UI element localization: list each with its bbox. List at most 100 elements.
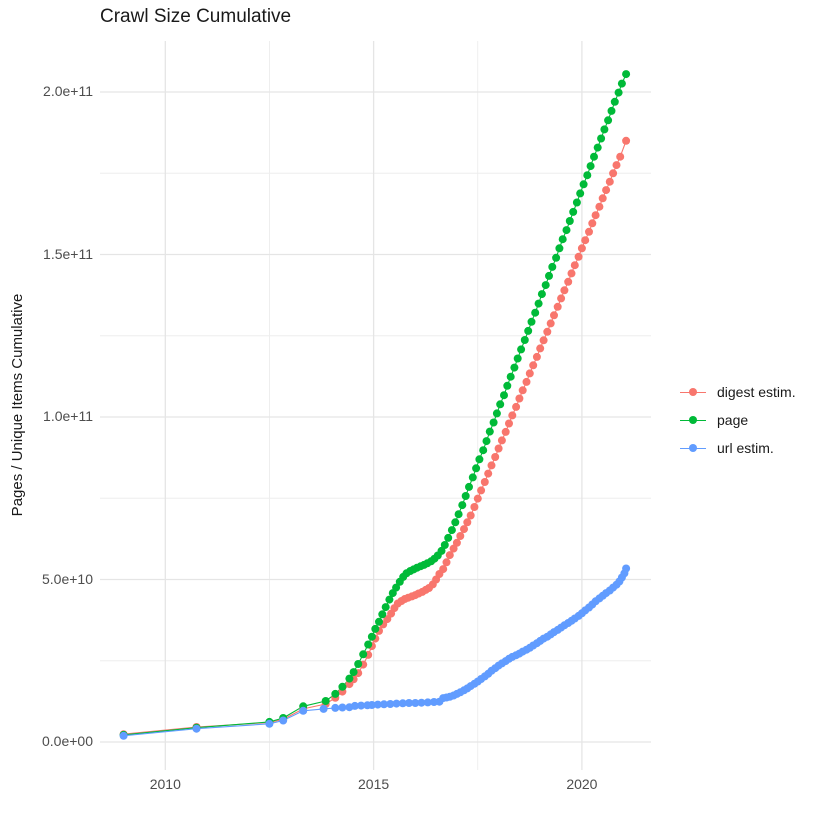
data-point-digest-estim bbox=[480, 478, 489, 486]
data-point-digest-estim bbox=[456, 532, 465, 540]
data-point-url-estim bbox=[265, 719, 274, 728]
legend-key-icon bbox=[680, 387, 706, 397]
data-point-digest-estim bbox=[602, 186, 611, 195]
data-point-url-estim bbox=[319, 704, 328, 713]
data-point-page bbox=[378, 610, 387, 619]
data-point-page bbox=[371, 624, 380, 633]
legend-key-dot bbox=[689, 388, 697, 396]
data-point-digest-estim bbox=[508, 411, 517, 420]
data-point-digest-estim bbox=[463, 518, 472, 527]
legend-key-dot bbox=[689, 444, 697, 452]
legend-label: page bbox=[717, 412, 749, 428]
data-point-digest-estim bbox=[466, 511, 475, 520]
data-point-digest-estim bbox=[532, 352, 541, 361]
data-point-page bbox=[583, 171, 592, 180]
data-point-page bbox=[622, 70, 631, 79]
data-point-page bbox=[572, 198, 581, 207]
data-point-digest-estim bbox=[550, 311, 558, 320]
data-point-url-estim bbox=[411, 699, 420, 707]
data-point-url-estim bbox=[417, 698, 426, 707]
data-point-page bbox=[458, 501, 467, 510]
data-point-page bbox=[555, 244, 564, 253]
data-point-page bbox=[492, 409, 501, 418]
data-point-digest-estim bbox=[501, 427, 510, 436]
data-point-page bbox=[527, 317, 536, 326]
data-point-page bbox=[545, 271, 553, 280]
data-point-url-estim bbox=[373, 700, 382, 709]
data-point-page bbox=[586, 162, 595, 171]
data-point-page bbox=[485, 427, 494, 436]
data-point-digest-estim bbox=[442, 558, 451, 567]
data-point-page bbox=[590, 152, 598, 161]
y-tick-label: 1.5e+11 bbox=[43, 245, 93, 262]
x-tick-label: 2015 bbox=[358, 776, 390, 792]
data-point-url-estim bbox=[350, 701, 359, 710]
legend: digest estim. page url estim. bbox=[680, 378, 796, 462]
data-point-url-estim bbox=[405, 699, 413, 707]
data-point-page bbox=[503, 381, 512, 390]
data-point-digest-estim bbox=[512, 402, 521, 411]
data-point-digest-estim bbox=[484, 469, 493, 478]
data-point-digest-estim bbox=[439, 565, 448, 574]
data-point-digest-estim bbox=[536, 344, 545, 353]
data-point-digest-estim bbox=[560, 286, 569, 295]
y-tick-label: 1.0e+11 bbox=[43, 408, 93, 424]
legend-key-icon bbox=[680, 415, 706, 425]
x-tick-label: 2020 bbox=[566, 776, 598, 792]
data-point-page bbox=[496, 400, 505, 409]
data-point-page bbox=[552, 253, 561, 262]
data-point-page bbox=[558, 235, 567, 244]
data-point-url-estim bbox=[367, 701, 376, 709]
data-point-page bbox=[364, 640, 373, 649]
data-point-page bbox=[385, 595, 394, 604]
x-tick-label: 2010 bbox=[149, 776, 181, 792]
data-point-page bbox=[392, 583, 401, 592]
data-point-url-estim bbox=[622, 564, 631, 573]
data-point-page bbox=[440, 541, 449, 549]
data-point-digest-estim bbox=[515, 394, 524, 403]
data-point-page bbox=[338, 682, 347, 691]
data-point-page bbox=[614, 88, 623, 97]
data-point-digest-estim bbox=[595, 202, 604, 211]
data-point-digest-estim bbox=[445, 551, 454, 560]
data-point-page bbox=[454, 510, 463, 519]
legend-item-page: page bbox=[680, 406, 796, 434]
data-point-page bbox=[468, 473, 477, 482]
data-point-page bbox=[534, 299, 543, 308]
data-point-page bbox=[607, 106, 616, 115]
data-point-digest-estim bbox=[612, 161, 621, 170]
data-point-digest-estim bbox=[591, 211, 600, 220]
data-point-digest-estim bbox=[497, 436, 506, 445]
y-tick-label: 0.0e+00 bbox=[42, 733, 93, 749]
legend-item-url-estim: url estim. bbox=[680, 434, 796, 462]
data-point-digest-estim bbox=[543, 327, 552, 336]
data-point-page bbox=[381, 603, 390, 612]
data-point-digest-estim bbox=[487, 461, 496, 470]
data-point-url-estim bbox=[279, 716, 288, 725]
data-point-page bbox=[579, 180, 588, 189]
legend-key-dot bbox=[689, 416, 697, 424]
data-point-page bbox=[597, 134, 606, 143]
data-point-page bbox=[475, 455, 484, 464]
legend-label: digest estim. bbox=[717, 384, 796, 400]
data-point-digest-estim bbox=[570, 261, 579, 270]
data-point-page bbox=[489, 418, 498, 427]
data-point-digest-estim bbox=[505, 419, 513, 428]
data-point-page bbox=[461, 492, 470, 500]
data-point-page bbox=[479, 446, 488, 455]
data-point-digest-estim bbox=[449, 544, 458, 553]
data-point-page bbox=[520, 336, 529, 344]
data-point-digest-estim bbox=[522, 377, 531, 386]
series-line-url-estim bbox=[123, 568, 627, 737]
data-point-digest-estim bbox=[477, 486, 486, 495]
data-point-digest-estim bbox=[553, 302, 562, 311]
data-point-url-estim bbox=[380, 700, 388, 709]
data-point-page bbox=[541, 281, 550, 290]
data-point-digest-estim bbox=[567, 269, 576, 278]
data-point-digest-estim bbox=[460, 525, 468, 534]
data-point-page bbox=[510, 363, 519, 372]
data-point-digest-estim bbox=[539, 336, 548, 345]
data-point-url-estim bbox=[119, 731, 128, 740]
data-point-page bbox=[444, 533, 453, 542]
